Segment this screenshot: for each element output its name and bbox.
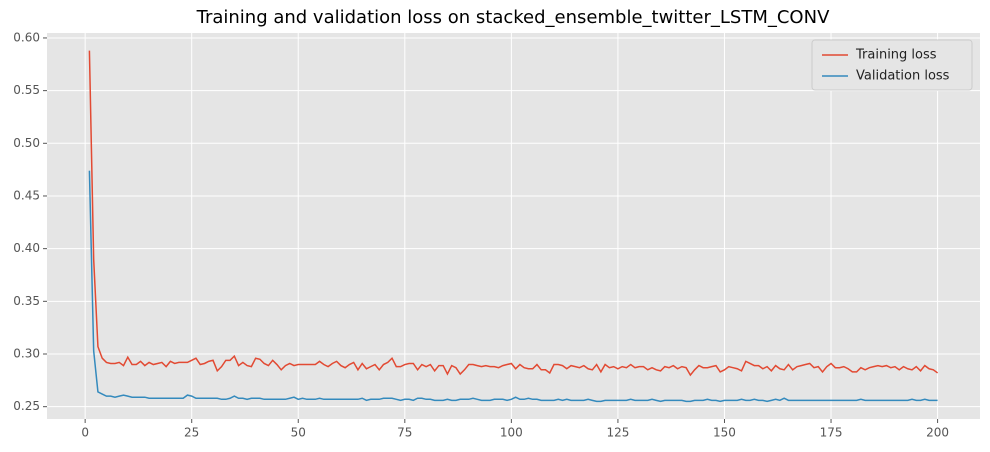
- x-tick-label: 125: [606, 426, 629, 440]
- chart-title: Training and validation loss on stacked_…: [196, 7, 830, 28]
- x-tick-label: 175: [820, 426, 843, 440]
- legend-label: Training loss: [855, 48, 937, 63]
- y-tick-label: 0.55: [13, 83, 40, 97]
- x-tick-label: 100: [500, 426, 523, 440]
- y-tick-label: 0.25: [13, 399, 40, 413]
- x-tick-label: 75: [397, 426, 412, 440]
- x-tick-label: 25: [184, 426, 199, 440]
- legend-label: Validation loss: [856, 69, 950, 84]
- y-tick-label: 0.45: [13, 188, 40, 202]
- legend-box: [811, 39, 973, 91]
- y-tick-label: 0.60: [13, 30, 40, 44]
- x-tick-label: 200: [926, 426, 949, 440]
- x-tick-label: 0: [81, 426, 89, 440]
- y-tick-label: 0.30: [13, 346, 40, 360]
- x-tick-label: 50: [291, 426, 306, 440]
- y-tick-label: 0.35: [13, 294, 40, 308]
- x-tick-label: 150: [713, 426, 736, 440]
- series-line: [88, 50, 939, 377]
- plot-area: [47, 33, 980, 419]
- y-tick-label: 0.50: [13, 136, 40, 150]
- y-tick-label: 0.40: [13, 241, 40, 255]
- series-line: [88, 170, 938, 403]
